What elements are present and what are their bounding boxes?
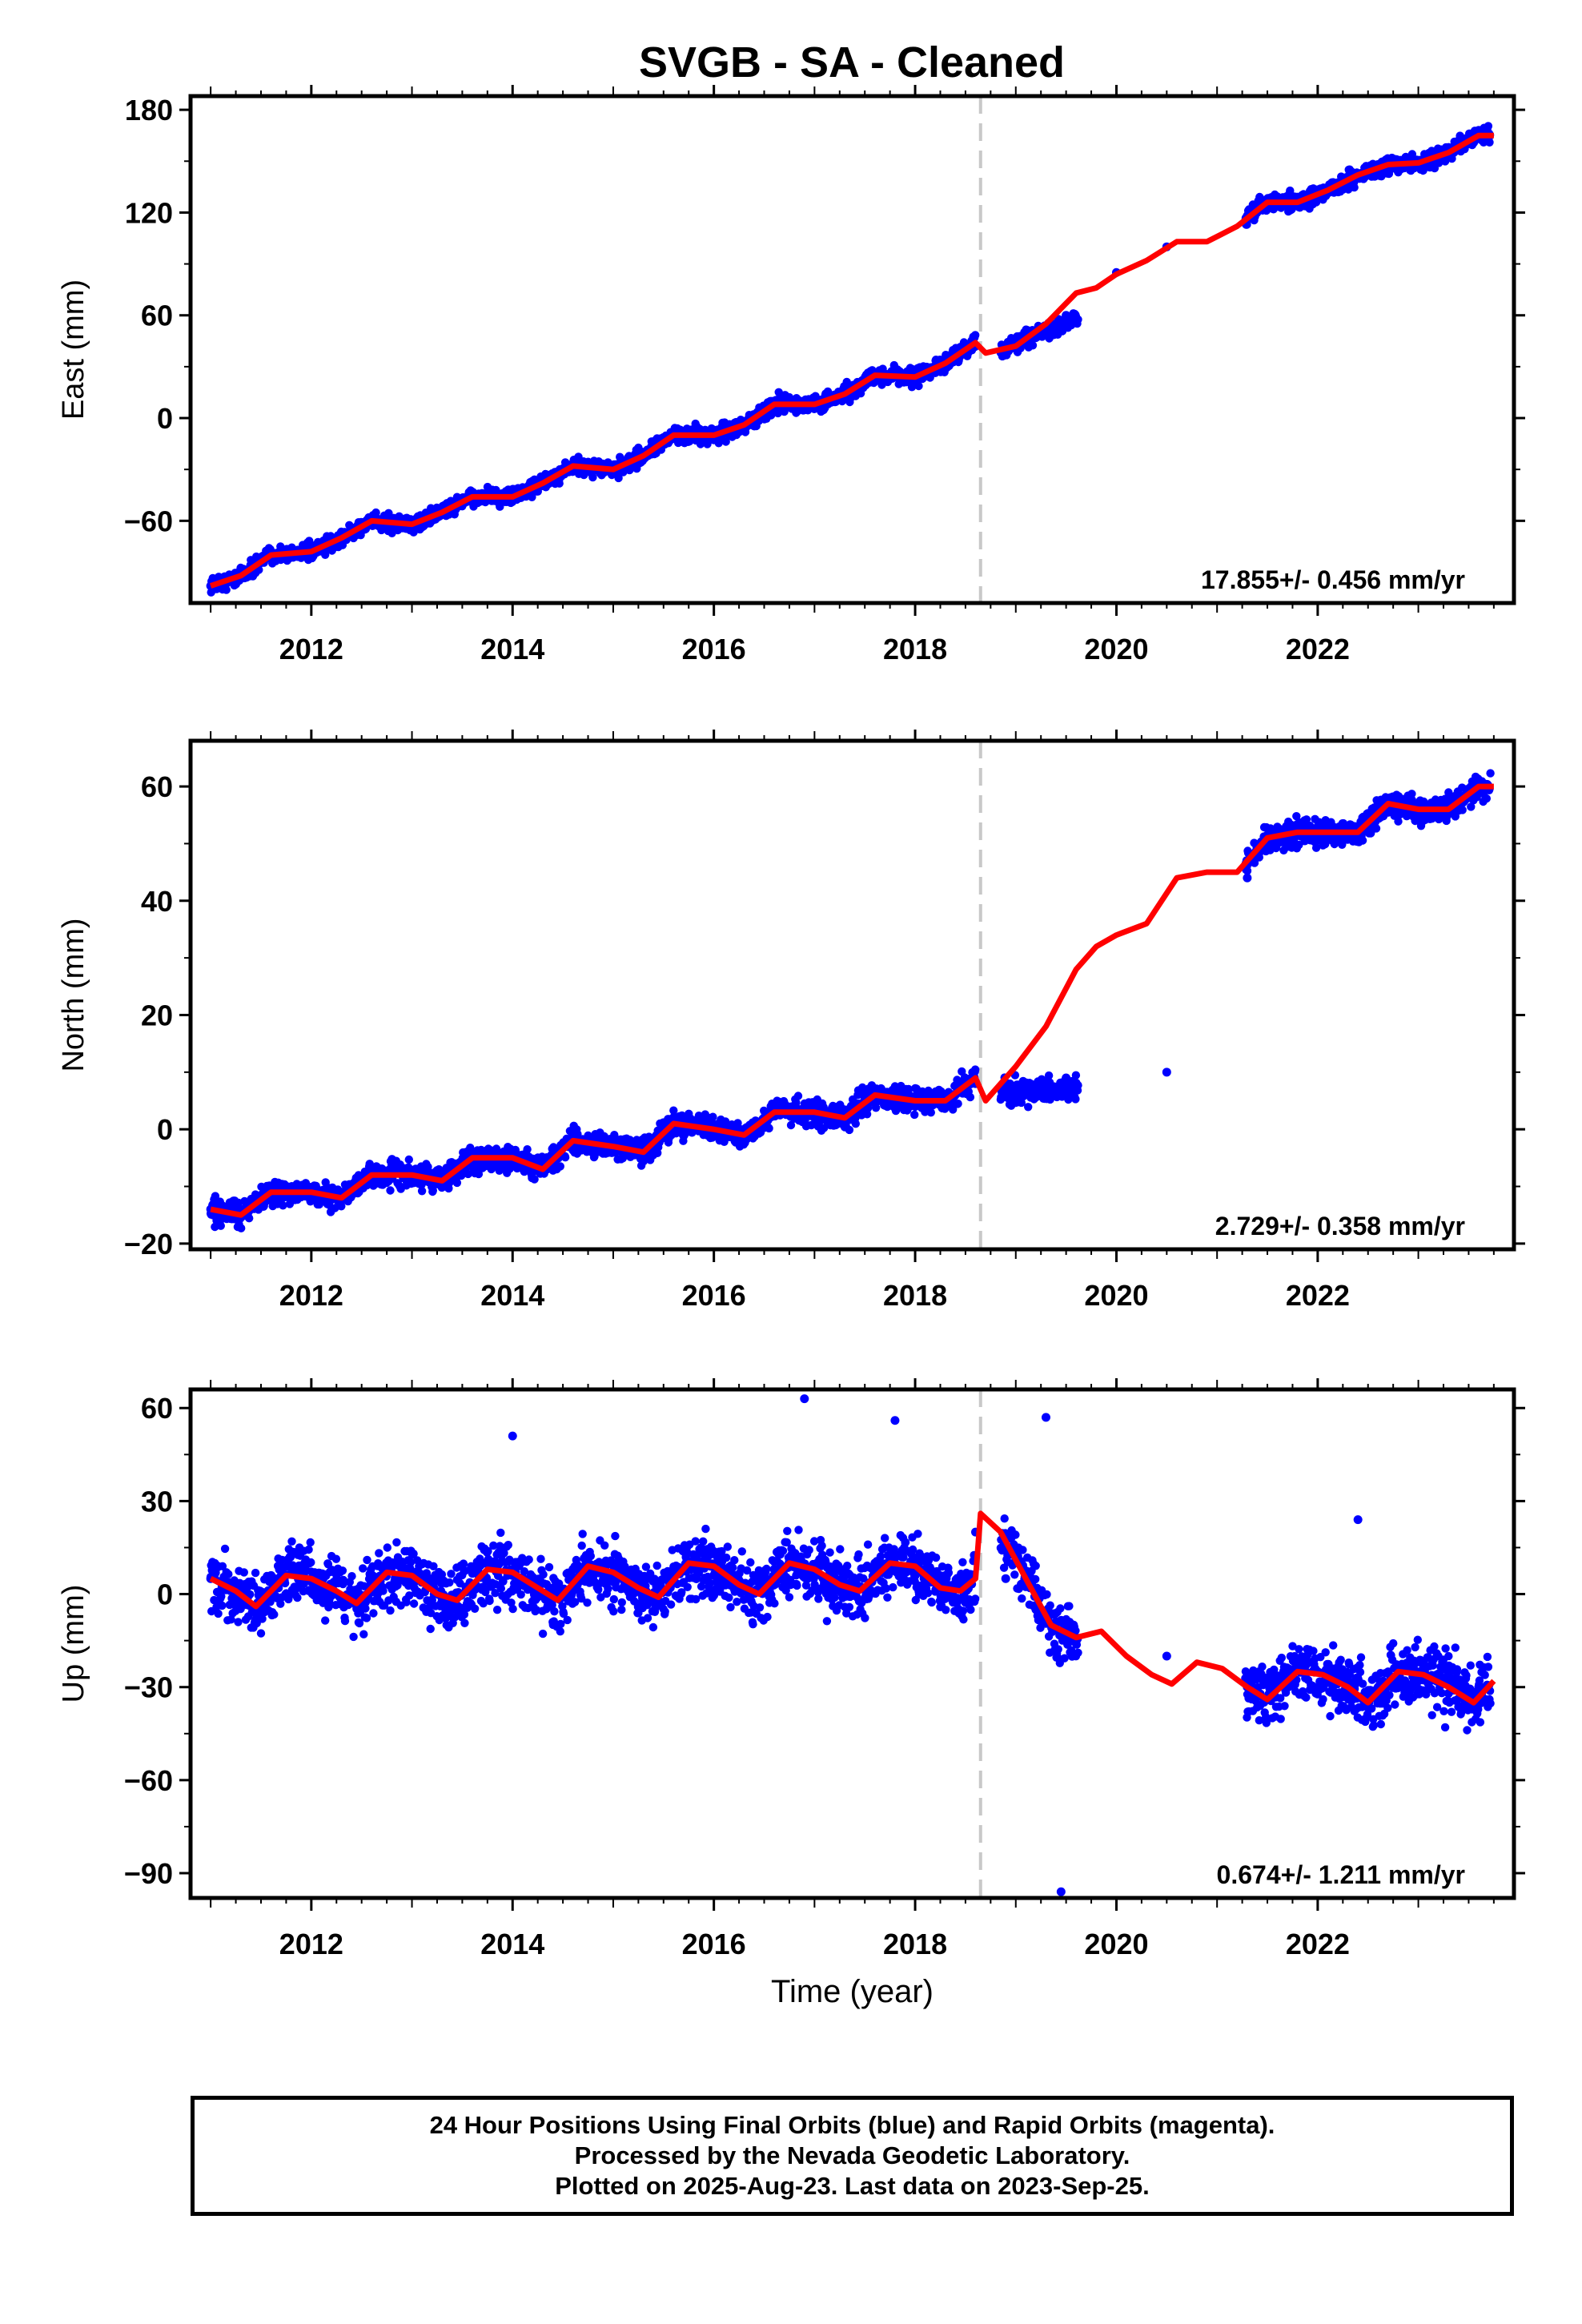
x-tick-label: 2016: [682, 1928, 746, 1960]
x-tick-label: 2018: [883, 633, 947, 665]
footer-caption-box: 24 Hour Positions Using Final Orbits (bl…: [191, 2096, 1514, 2216]
footer-line-plotted: Plotted on 2025-Aug-23. Last data on 202…: [555, 2172, 1150, 2200]
x-tick-label: 2022: [1286, 1928, 1350, 1960]
data-point: [1162, 1068, 1171, 1077]
y-tick-label: 0: [157, 402, 173, 435]
y-tick-label: 0: [157, 1113, 173, 1146]
x-tick-label: 2012: [279, 1279, 343, 1312]
data-point: [608, 1148, 618, 1157]
x-axis-label: Time (year): [771, 1974, 934, 2009]
data-point: [468, 1148, 477, 1157]
x-tick-label: 2022: [1286, 633, 1350, 665]
data-point: [809, 1113, 819, 1123]
data-point: [1474, 1683, 1484, 1692]
data-point: [910, 1102, 920, 1112]
x-tick-label: 2012: [279, 633, 343, 665]
y-tick-label: 30: [141, 1485, 173, 1518]
data-point: [1474, 126, 1484, 135]
x-tick-label: 2018: [883, 1928, 947, 1960]
x-tick-label: 2016: [682, 633, 746, 665]
footer-line-processed: Processed by the Nevada Geodetic Laborat…: [574, 2141, 1130, 2169]
y-tick-label: −60: [124, 505, 173, 537]
data-point: [367, 1570, 376, 1580]
y-axis-label: North (mm): [57, 918, 90, 1072]
x-tick-label: 2014: [480, 1928, 544, 1960]
x-tick-label: 2012: [279, 1928, 343, 1960]
y-tick-label: 180: [125, 94, 173, 127]
y-tick-label: 60: [141, 1392, 173, 1425]
panel-0: −60 0 60 120 180 2012 2014 2016 2018 2020 2022 East…: [57, 85, 1525, 665]
y-tick-label: 120: [125, 196, 173, 229]
footer-line-orbits: 24 Hour Positions Using Final Orbits (bl…: [429, 2111, 1275, 2139]
data-point: [1001, 1090, 1010, 1100]
data-point: [568, 1565, 578, 1574]
data-point: [910, 1570, 920, 1580]
y-tick-label: 60: [141, 300, 173, 332]
plot-frame: [188, 738, 1516, 1252]
data-point: [1414, 1676, 1423, 1686]
data-point: [769, 1565, 779, 1574]
x-tick-label: 2020: [1084, 633, 1148, 665]
plot-frame: [188, 94, 1516, 605]
y-tick-label: −60: [124, 1764, 173, 1797]
data-point: [1062, 1073, 1071, 1083]
data-point: [608, 1577, 618, 1586]
data-point: [1273, 838, 1283, 848]
data-point: [267, 1570, 276, 1580]
x-tick-label: 2016: [682, 1279, 746, 1312]
data-point: [1031, 1084, 1041, 1094]
data-point: [1031, 1605, 1041, 1614]
y-tick-label: 20: [141, 999, 173, 1031]
velocity-rate-label: 17.855+/- 0.456 mm/yr: [1201, 565, 1465, 594]
data-point: [267, 1182, 276, 1192]
data-point: [1373, 798, 1383, 808]
gnss-time-series-figure: SVGB - SA - Cleaned −60 0 60 120 180 2012 2014 2…: [57, 38, 1525, 2009]
x-tick-label: 2014: [480, 1279, 544, 1312]
data-point: [508, 1431, 517, 1441]
panel-1: −20 0 20 40 60 2012 2014 2016 2018 2020 2022 North …: [57, 730, 1525, 1312]
data-point: [1041, 1413, 1050, 1422]
data-point: [408, 1176, 417, 1185]
data-point: [1243, 873, 1252, 883]
data-point: [1056, 1887, 1066, 1896]
y-axis-label: East (mm): [57, 279, 90, 420]
data-point: [669, 1565, 678, 1574]
x-tick-label: 2014: [480, 633, 544, 665]
scatter-points: [206, 1514, 1495, 1735]
velocity-rate-label: 0.674+/- 1.211 mm/yr: [1217, 1860, 1465, 1889]
model-fit-line: [209, 1510, 1496, 1706]
data-point: [1062, 1636, 1071, 1646]
y-tick-label: −90: [124, 1857, 173, 1890]
model-fit-line: [209, 132, 1494, 589]
y-tick-label: 40: [141, 885, 173, 918]
data-point: [1162, 1651, 1171, 1661]
data-point: [769, 1102, 779, 1112]
panel-2: −90 −60 −30 0 30 60 2012 2014 2016 2018 2020 2022 Up…: [57, 1378, 1525, 2009]
y-tick-label: 0: [157, 1578, 173, 1611]
x-tick-label: 2018: [883, 1279, 947, 1312]
y-tick-label: 60: [141, 770, 173, 803]
x-tick-label: 2020: [1084, 1928, 1148, 1960]
data-point: [1353, 1515, 1363, 1525]
data-point: [1001, 1574, 1010, 1583]
plot-frame: [188, 1387, 1516, 1900]
data-point: [468, 1565, 477, 1574]
scatter-points: [206, 769, 1495, 1232]
x-tick-label: 2022: [1286, 1279, 1350, 1312]
y-axis-label: Up (mm): [57, 1585, 90, 1703]
data-point: [1062, 311, 1071, 320]
data-point: [870, 1558, 880, 1568]
chart-title: SVGB - SA - Cleaned: [639, 38, 1065, 86]
model-fit-line: [210, 783, 1494, 1218]
data-point: [709, 1130, 719, 1140]
x-tick-label: 2020: [1084, 1279, 1148, 1312]
y-tick-label: −20: [124, 1228, 173, 1261]
data-point: [709, 1570, 719, 1580]
velocity-rate-label: 2.729+/- 0.358 mm/yr: [1215, 1212, 1465, 1240]
y-tick-label: −30: [124, 1671, 173, 1704]
data-point: [800, 1394, 809, 1404]
data-point: [890, 1416, 900, 1425]
